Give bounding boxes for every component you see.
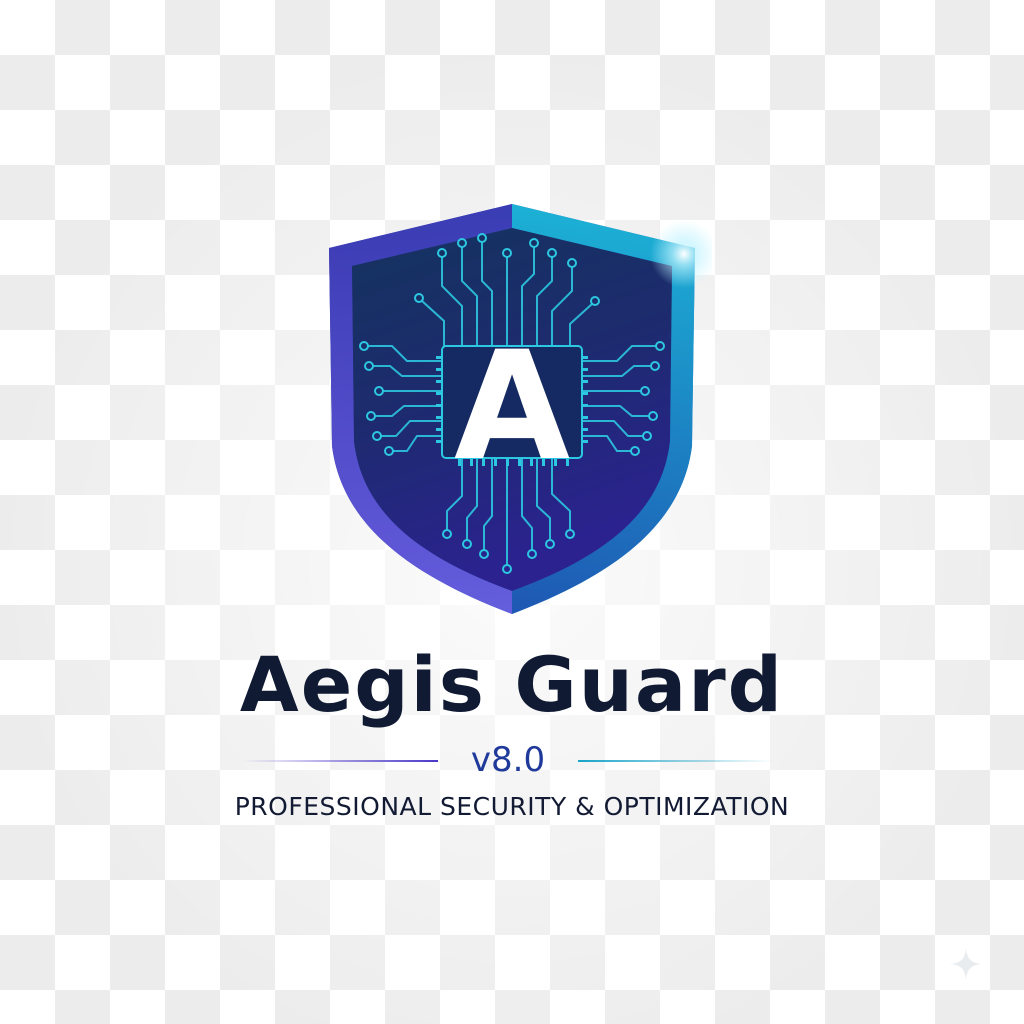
brand-title: Aegis Guard xyxy=(239,640,785,729)
shield-circuit-icon: A xyxy=(329,204,712,614)
version-row: v8.0 xyxy=(0,738,1024,782)
version-label: v8.0 xyxy=(470,740,546,780)
version-divider-right xyxy=(578,760,774,762)
tagline: PROFESSIONAL SECURITY & OPTIMIZATION xyxy=(234,792,790,821)
emblem-letter: A xyxy=(454,320,570,494)
sparkle-icon xyxy=(950,948,982,980)
version-divider-left xyxy=(242,760,438,762)
